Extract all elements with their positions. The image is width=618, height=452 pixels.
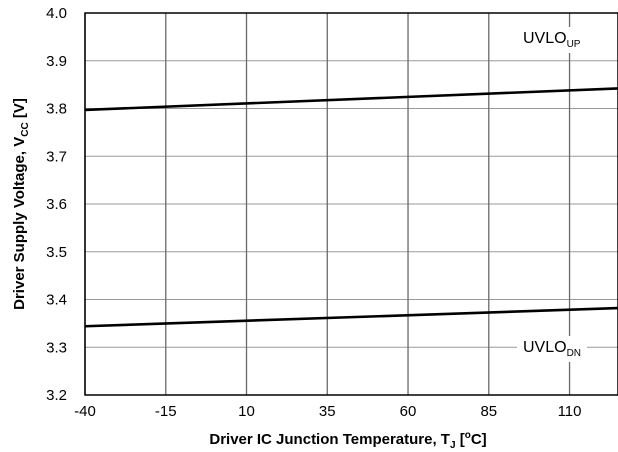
grid: [84, 12, 618, 396]
label-dn-background: [517, 336, 588, 362]
y-tick-label-7: 3.9: [46, 53, 67, 70]
x-tick-label-3: 35: [319, 403, 336, 420]
y-axis-title-main: Driver Supply Voltage, V: [11, 137, 28, 310]
series-label-uvlo-up: UVLOUP: [523, 30, 581, 50]
x-tick-label-1: -15: [155, 403, 177, 420]
label-up-background: [517, 27, 587, 53]
y-tick-label-2: 3.4: [46, 292, 67, 309]
x-tick-label-2: 10: [238, 403, 255, 420]
series-label-uvlo-dn-subscript: DN: [567, 348, 581, 359]
series-labels: UVLOUP UVLODN: [517, 27, 588, 362]
x-tick-label-4: 60: [400, 403, 417, 420]
y-tick-label-1: 3.3: [46, 339, 67, 356]
x-axis-title-superscript: o: [465, 430, 471, 441]
x-axis-title-suffix: [: [456, 431, 465, 448]
plot-border: [84, 12, 618, 396]
x-axis-title-main: Driver IC Junction Temperature, T: [209, 431, 450, 448]
x-tick-label-5: 85: [480, 403, 497, 420]
x-axis-title-subscript: J: [450, 440, 456, 451]
series-lines: [84, 87, 618, 328]
y-tick-label-6: 3.8: [46, 101, 67, 118]
series-line-uvlo-up: [84, 87, 618, 112]
series-label-uvlo-dn: UVLODN: [523, 339, 581, 359]
series-label-uvlo-up-main: UVLO: [523, 30, 567, 47]
y-tick-label-8: 4.0: [46, 5, 67, 22]
x-axis-title-suffix2: C]: [471, 431, 487, 448]
y-axis-title: Driver Supply Voltage, VCC [V]: [11, 98, 31, 310]
x-tick-label-6: 110: [558, 403, 582, 420]
y-axis-title-suffix: [V]: [11, 98, 28, 122]
x-tick-label-0: -40: [74, 403, 96, 420]
series-line-uvlo-dn: [84, 306, 618, 328]
series-label-uvlo-up-subscript: UP: [567, 39, 581, 50]
y-tick-label-4: 3.6: [46, 196, 67, 213]
y-tick-label-3: 3.5: [46, 244, 67, 261]
y-tick-label-5: 3.7: [46, 148, 67, 165]
series-label-uvlo-dn-main: UVLO: [523, 339, 567, 356]
tick-labels: -40 -15 10 35 60 85 110 3.2 3.3 3.4 3.5 3.6 3.7 3.8 3.…: [46, 5, 581, 420]
axis-titles: Driver IC Junction Temperature, TJ [oC] …: [11, 98, 487, 451]
y-axis-title-subscript: CC: [20, 122, 31, 136]
y-tick-label-0: 3.2: [46, 387, 67, 404]
plot-frame: [84, 12, 618, 396]
x-axis-title: Driver IC Junction Temperature, TJ [oC]: [209, 430, 486, 451]
